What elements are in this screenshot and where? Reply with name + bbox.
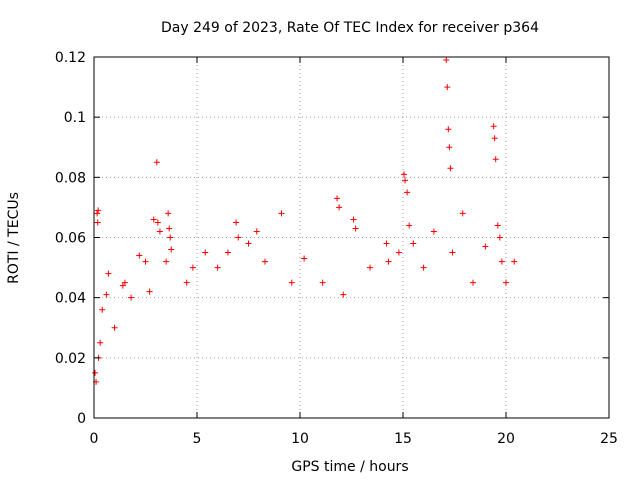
data-point [119, 282, 126, 289]
y-tick-label: 0.1 [64, 110, 86, 126]
data-point [94, 210, 101, 217]
chart-title: Day 249 of 2023, Rate Of TEC Index for r… [161, 20, 539, 36]
data-point [482, 243, 489, 250]
data-point [410, 240, 417, 247]
data-point [154, 219, 161, 226]
data-point [136, 252, 143, 259]
data-point [189, 264, 196, 271]
data-point [352, 225, 359, 232]
data-point [367, 264, 374, 271]
data-point [97, 339, 104, 346]
data-point [168, 246, 175, 253]
data-point [430, 228, 437, 235]
data-point [503, 279, 509, 286]
y-tick-label: 0.04 [55, 291, 86, 307]
data-point [253, 228, 260, 235]
x-axis-title: GPS time / hours [291, 459, 408, 475]
data-point [494, 222, 501, 229]
x-tick-label: 10 [291, 431, 309, 447]
data-point [142, 258, 149, 265]
data-point [111, 324, 118, 331]
scatter-points [92, 57, 518, 385]
y-tick-labels: 0 0.02 0.04 0.06 0.08 0.1 0.12 [55, 50, 86, 427]
x-tick-label: 20 [497, 431, 515, 447]
data-point [446, 144, 453, 151]
y-axis-title: ROTI / TECUs [6, 192, 22, 284]
data-point [163, 258, 170, 265]
data-point [498, 258, 505, 265]
data-point [105, 270, 112, 277]
data-point [245, 240, 252, 247]
data-point [383, 240, 390, 247]
data-point [490, 123, 497, 130]
x-tick-label: 5 [193, 431, 202, 447]
y-tick-label: 0.12 [55, 50, 86, 66]
data-point [336, 204, 343, 211]
data-point [444, 84, 451, 91]
data-point [165, 210, 172, 217]
data-point [445, 126, 452, 133]
x-tick-label: 25 [600, 431, 618, 447]
data-point [406, 222, 413, 229]
data-point [491, 135, 498, 142]
data-point [214, 264, 221, 271]
y-tick-label: 0 [77, 411, 86, 427]
data-point [511, 258, 518, 265]
data-point [385, 258, 392, 265]
data-point [420, 264, 427, 271]
data-point [401, 171, 408, 178]
grid-lines [94, 57, 609, 418]
data-point [404, 189, 411, 196]
y-tick-label: 0.02 [55, 351, 86, 367]
x-tick-label: 15 [394, 431, 412, 447]
data-point [121, 279, 128, 286]
data-point [496, 234, 503, 241]
data-point [156, 228, 163, 235]
data-point [278, 210, 285, 217]
data-point [95, 207, 102, 214]
data-point [459, 210, 466, 217]
data-point [128, 294, 135, 301]
data-point [94, 219, 101, 226]
data-point [402, 177, 409, 184]
y-tick-label: 0.08 [55, 170, 86, 186]
data-point [224, 249, 231, 256]
data-point [153, 159, 160, 166]
data-point [301, 255, 308, 262]
data-point [334, 195, 341, 202]
data-point [99, 306, 106, 313]
data-point [183, 279, 190, 286]
axis-ticks [94, 57, 609, 418]
data-point [235, 234, 242, 241]
data-point [261, 258, 268, 265]
data-point [340, 291, 347, 298]
data-point [233, 219, 240, 226]
data-point [319, 279, 326, 286]
data-point [166, 225, 173, 232]
data-point [150, 216, 157, 223]
x-tick-labels: 0 5 10 15 20 25 [90, 431, 618, 447]
data-point [103, 291, 110, 298]
data-point [447, 165, 454, 172]
data-point [449, 249, 456, 256]
data-point [470, 279, 477, 286]
data-point [350, 216, 357, 223]
data-point [288, 279, 295, 286]
data-point [92, 369, 99, 376]
data-point [443, 57, 450, 64]
x-tick-label: 0 [90, 431, 99, 447]
y-tick-label: 0.06 [55, 231, 86, 247]
data-point [146, 288, 153, 295]
data-point [202, 249, 209, 256]
data-point [492, 156, 499, 163]
data-point [395, 249, 402, 256]
data-point [167, 234, 174, 241]
